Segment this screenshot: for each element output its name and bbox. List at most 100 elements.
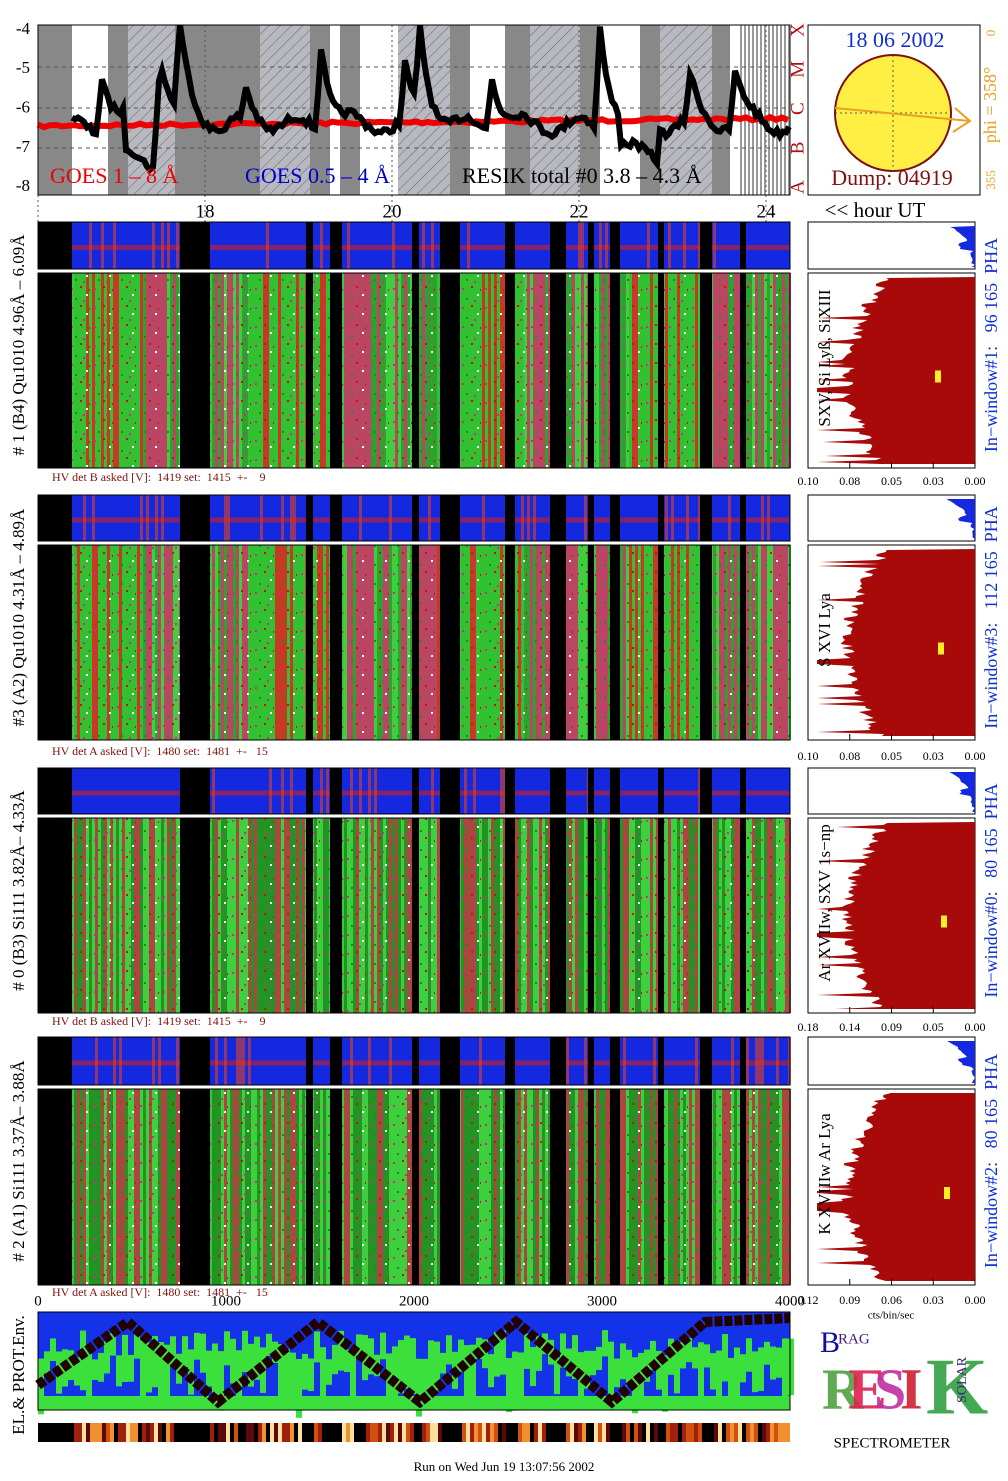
activity-strip-cell	[182, 1423, 186, 1442]
pha-column	[698, 768, 701, 814]
activity-strip-cell	[602, 1423, 606, 1442]
activity-strip-cell	[458, 1423, 462, 1442]
occultation-band	[38, 25, 72, 195]
pha-column	[290, 495, 293, 541]
data-gap	[38, 1037, 72, 1085]
activity-strip-cell	[754, 1423, 758, 1442]
activity-strip-cell	[82, 1423, 86, 1442]
x-tick-label: 0.00	[965, 1020, 986, 1034]
pha-column	[503, 768, 506, 814]
activity-strip-cell	[42, 1423, 46, 1442]
data-gap	[610, 1089, 620, 1285]
pha-column	[482, 495, 485, 541]
activity-strip-cell	[474, 1423, 478, 1442]
env-patch	[86, 1348, 92, 1401]
flare-class: B	[787, 142, 808, 155]
activity-strip-cell	[582, 1423, 586, 1442]
activity-strip-cell	[774, 1423, 778, 1442]
activity-strip-cell	[558, 1423, 562, 1442]
env-patch	[350, 1352, 356, 1399]
data-gap	[658, 222, 664, 269]
data-gap	[550, 1089, 566, 1285]
activity-strip-cell	[546, 1423, 550, 1442]
activity-strip-cell	[454, 1423, 458, 1442]
pha-column	[224, 1037, 227, 1085]
activity-strip-cell	[290, 1423, 294, 1442]
logo-name: SPECTROMETER	[834, 1435, 951, 1451]
pha-column	[599, 222, 602, 269]
activity-strip-cell	[234, 1423, 238, 1442]
strip-frame	[37, 221, 791, 270]
env-patch	[776, 1347, 782, 1378]
env-patch	[356, 1334, 362, 1356]
data-gap	[440, 545, 460, 740]
activity-strip-cell	[622, 1423, 626, 1442]
env-patch	[650, 1340, 656, 1370]
activity-strip-cell	[258, 1423, 262, 1442]
activity-strip-cell	[430, 1423, 434, 1442]
pha-column	[767, 495, 770, 541]
activity-strip-cell	[186, 1423, 190, 1442]
env-patch	[404, 1335, 410, 1389]
pha-column	[464, 768, 467, 814]
activity-strip-cell	[502, 1423, 506, 1442]
activity-strip-cell	[726, 1423, 730, 1442]
pha-column	[212, 768, 215, 814]
y-tick-label: -8	[16, 176, 30, 195]
window-label: In−window#2: 80 165 PHA	[981, 1054, 1001, 1268]
activity-strip-cell	[446, 1423, 450, 1442]
env-patch	[458, 1339, 464, 1372]
env-patch	[326, 1359, 332, 1385]
line-label: SXV, Si Lyß, SiXIII	[815, 289, 834, 426]
env-patch	[212, 1343, 218, 1395]
activity-strip-cell	[690, 1423, 694, 1442]
data-gap	[505, 1037, 515, 1085]
data-gap	[440, 1089, 460, 1285]
pha-histogram-frame	[807, 221, 976, 270]
data-gap	[180, 222, 210, 269]
pha-column	[161, 495, 164, 541]
data-gap	[740, 273, 746, 468]
spectrogram-frame	[37, 1088, 791, 1286]
env-patch	[290, 1352, 296, 1398]
pha-column	[260, 495, 263, 541]
data-gap	[505, 818, 515, 1013]
activity-strip-cell	[618, 1423, 622, 1442]
pha-column	[167, 222, 170, 269]
activity-strip-cell	[326, 1423, 330, 1442]
data-gap	[330, 545, 342, 740]
pha-column	[95, 1037, 98, 1085]
pha-histogram	[946, 499, 975, 539]
env-patch	[746, 1338, 752, 1372]
env-patch	[332, 1344, 338, 1375]
env-patch	[770, 1346, 776, 1380]
activity-strip-cell	[566, 1423, 570, 1442]
phi-scale: 355	[983, 170, 998, 190]
pha-column	[347, 222, 350, 269]
activity-strip-cell	[562, 1423, 566, 1442]
data-gap	[306, 495, 313, 541]
pha-column	[746, 1037, 749, 1085]
pha-column	[119, 1037, 122, 1085]
activity-strip-cell	[450, 1423, 454, 1442]
hour-tick-label: 18	[196, 201, 215, 222]
activity-strip-cell	[414, 1423, 418, 1442]
x-tick-label: 0.06	[881, 1293, 902, 1307]
activity-strip-cell	[758, 1423, 762, 1442]
x-tick-label: 0.03	[923, 749, 944, 763]
data-gap	[505, 495, 515, 541]
x-tick-label: 0.10	[798, 474, 819, 488]
pha-column	[224, 495, 227, 541]
pha-column	[431, 768, 434, 814]
data-gap	[740, 768, 746, 814]
env-patch	[542, 1333, 548, 1355]
x-tick-label: 0.14	[839, 1020, 860, 1034]
env-patch	[344, 1349, 350, 1372]
activity-strip-cell	[306, 1423, 310, 1442]
env-patch	[116, 1355, 122, 1387]
pha-column	[158, 1037, 161, 1085]
env-patch	[146, 1342, 152, 1393]
activity-strip-cell	[242, 1423, 246, 1442]
activity-strip-cell	[406, 1423, 410, 1442]
activity-strip-cell	[442, 1423, 446, 1442]
